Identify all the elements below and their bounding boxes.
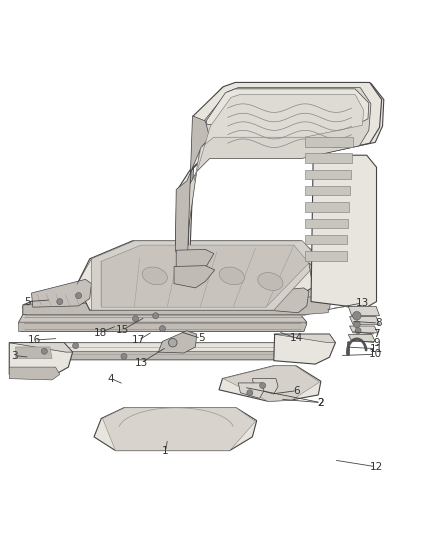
Polygon shape <box>175 116 209 276</box>
Text: 2: 2 <box>318 398 324 408</box>
Polygon shape <box>9 343 73 374</box>
Circle shape <box>353 321 360 328</box>
Polygon shape <box>311 155 377 309</box>
Polygon shape <box>14 343 309 360</box>
Circle shape <box>153 313 159 319</box>
Polygon shape <box>305 137 353 147</box>
Polygon shape <box>14 351 309 360</box>
Polygon shape <box>176 249 214 281</box>
Polygon shape <box>219 366 321 401</box>
Polygon shape <box>309 263 328 292</box>
Ellipse shape <box>181 265 206 283</box>
Polygon shape <box>102 408 255 450</box>
Polygon shape <box>305 235 347 244</box>
Polygon shape <box>25 281 327 316</box>
Polygon shape <box>305 251 346 261</box>
Circle shape <box>247 390 253 396</box>
Polygon shape <box>77 259 92 285</box>
Polygon shape <box>206 89 369 124</box>
Polygon shape <box>305 170 351 179</box>
Text: 15: 15 <box>116 325 129 335</box>
Text: 5: 5 <box>24 296 31 306</box>
Circle shape <box>260 383 266 389</box>
Polygon shape <box>305 154 352 163</box>
Text: 2: 2 <box>318 398 324 408</box>
Polygon shape <box>19 322 307 332</box>
Polygon shape <box>9 367 60 380</box>
Polygon shape <box>158 330 197 353</box>
Polygon shape <box>350 326 378 333</box>
Polygon shape <box>223 366 320 401</box>
Circle shape <box>57 298 63 304</box>
Circle shape <box>159 326 166 332</box>
Polygon shape <box>23 296 330 314</box>
Text: 9: 9 <box>373 338 380 348</box>
Polygon shape <box>77 241 321 310</box>
Text: 13: 13 <box>134 358 148 368</box>
Text: 11: 11 <box>370 344 383 354</box>
Text: 7: 7 <box>373 329 380 339</box>
Text: 16: 16 <box>28 335 41 345</box>
Circle shape <box>41 348 47 354</box>
Circle shape <box>169 338 177 347</box>
Polygon shape <box>176 83 384 275</box>
Polygon shape <box>305 186 350 196</box>
Text: 12: 12 <box>370 462 383 472</box>
Polygon shape <box>101 245 309 307</box>
Text: 3: 3 <box>11 351 18 360</box>
Circle shape <box>353 311 361 320</box>
Polygon shape <box>252 378 278 394</box>
Polygon shape <box>174 265 215 288</box>
Polygon shape <box>274 334 336 364</box>
Text: 5: 5 <box>198 334 205 343</box>
Text: 4: 4 <box>108 374 114 384</box>
Ellipse shape <box>142 267 167 285</box>
Text: 10: 10 <box>369 349 382 359</box>
Polygon shape <box>218 288 309 313</box>
Circle shape <box>133 316 138 322</box>
Text: 18: 18 <box>93 328 106 338</box>
Circle shape <box>73 343 78 349</box>
Circle shape <box>355 328 361 334</box>
Polygon shape <box>348 335 375 342</box>
Polygon shape <box>305 219 348 228</box>
Polygon shape <box>23 280 329 314</box>
Text: 8: 8 <box>375 318 381 328</box>
Polygon shape <box>94 408 257 450</box>
Text: 13: 13 <box>356 298 369 308</box>
Polygon shape <box>350 317 379 324</box>
Polygon shape <box>274 334 336 343</box>
Polygon shape <box>194 94 364 181</box>
Polygon shape <box>19 314 307 332</box>
Polygon shape <box>9 343 73 352</box>
Text: 1: 1 <box>162 447 169 456</box>
Polygon shape <box>348 306 379 316</box>
Ellipse shape <box>258 272 283 290</box>
Polygon shape <box>175 83 381 276</box>
Circle shape <box>121 353 127 359</box>
Polygon shape <box>305 203 349 212</box>
Text: 14: 14 <box>290 334 304 343</box>
Ellipse shape <box>219 267 244 285</box>
Polygon shape <box>32 279 92 307</box>
Polygon shape <box>238 383 264 398</box>
Text: 6: 6 <box>293 386 300 395</box>
Polygon shape <box>186 87 371 248</box>
Polygon shape <box>16 347 52 359</box>
Polygon shape <box>92 241 320 310</box>
Text: 17: 17 <box>132 335 145 345</box>
Circle shape <box>76 293 81 298</box>
